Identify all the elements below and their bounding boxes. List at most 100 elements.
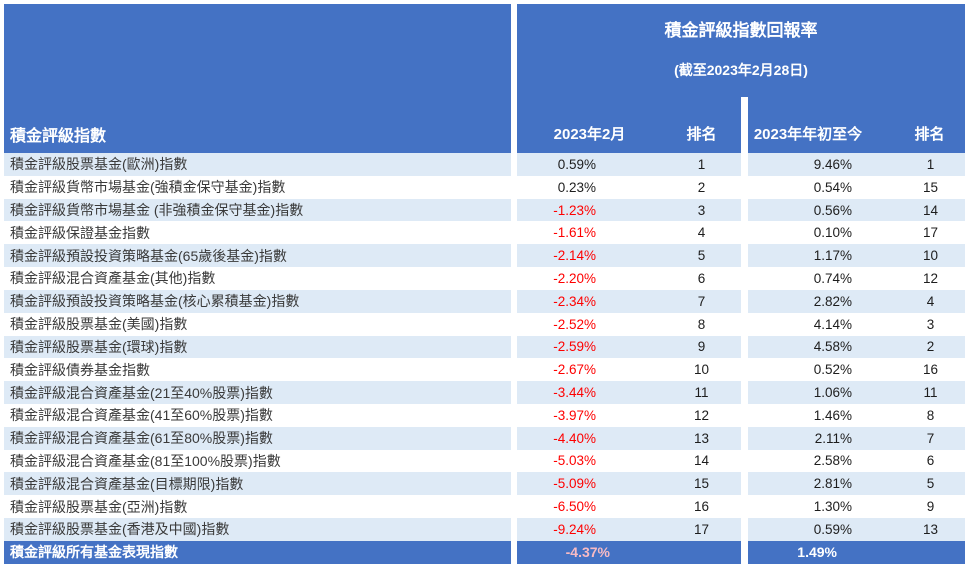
feb-return-cell: -2.14% <box>517 244 662 268</box>
column-gap <box>741 153 748 176</box>
monthly-rank-cell: 2 <box>662 175 741 199</box>
table-row: 積金評級股票基金(歐洲)指數 0.59% 1 9.46% 1 <box>4 153 965 176</box>
feb-return-cell: -2.20% <box>517 267 662 290</box>
monthly-rank-cell: 5 <box>662 244 741 268</box>
fund-name-cell: 積金評級混合資產基金(61至80%股票)指數 <box>4 426 511 450</box>
table-row: 積金評級混合資產基金(目標期限)指數 -5.09% 15 2.81% 5 <box>4 472 965 496</box>
ytd-return-cell: 2.11% <box>748 426 868 450</box>
column-gap <box>511 221 517 245</box>
column-gap <box>741 175 748 199</box>
fund-name-cell: 積金評級股票基金(歐洲)指數 <box>4 153 511 176</box>
feb-return-cell: -2.34% <box>517 289 662 313</box>
monthly-rank-cell: 11 <box>662 381 741 404</box>
feb-return-cell: -2.59% <box>517 335 662 359</box>
ytd-rank-cell: 2 <box>868 335 965 359</box>
ytd-return-cell: 2.82% <box>748 289 868 313</box>
column-gap <box>741 472 748 496</box>
feb-return-cell: 0.59% <box>517 153 662 176</box>
column-gap <box>741 495 748 518</box>
ytd-rank-cell: 8 <box>868 403 965 427</box>
column-gap <box>741 335 748 359</box>
ytd-return-cell: 0.74% <box>748 267 868 290</box>
fund-name-cell: 積金評級混合資產基金(21至40%股票)指數 <box>4 381 511 404</box>
ytd-return-cell: 0.54% <box>748 175 868 199</box>
column-gap <box>741 403 748 427</box>
ytd-return-cell: 4.14% <box>748 312 868 336</box>
column-gap <box>511 289 517 313</box>
table-row: 積金評級保證基金指數 -1.61% 4 0.10% 17 <box>4 221 965 245</box>
monthly-rank-cell: 16 <box>662 495 741 518</box>
ytd-rank-cell: 13 <box>868 518 965 541</box>
column-gap <box>511 540 517 564</box>
monthly-rank-cell: 7 <box>662 289 741 313</box>
column-gap <box>511 153 517 176</box>
summary-row: 積金評級所有基金表現指數 -4.37% 1.49% <box>4 540 965 564</box>
feb-return-cell: -2.67% <box>517 358 662 382</box>
column-header-feb-2023: 2023年2月 <box>517 97 662 153</box>
column-gap <box>741 267 748 290</box>
summary-row-name: 積金評級所有基金表現指數 <box>4 540 511 564</box>
ytd-rank-cell: 15 <box>868 175 965 199</box>
monthly-rank-cell: 1 <box>662 153 741 176</box>
table-body: 積金評級股票基金(歐洲)指數 0.59% 1 9.46% 1 積金評級貨幣市場基金(強積金… <box>4 153 965 541</box>
ytd-return-cell: 2.81% <box>748 472 868 496</box>
ytd-return-cell: 1.30% <box>748 495 868 518</box>
feb-return-cell: -4.40% <box>517 426 662 450</box>
ytd-return-cell: 4.58% <box>748 335 868 359</box>
column-gap <box>511 267 517 290</box>
table-row: 積金評級混合資產基金(81至100%股票)指數 -5.03% 14 2.58% 6 <box>4 449 965 473</box>
table-title-block: 積金評級指數回報率 (截至2023年2月28日) <box>517 4 965 97</box>
column-gap <box>511 426 517 450</box>
column-header-rank-ytd: 排名 <box>868 97 965 153</box>
ytd-rank-cell: 3 <box>868 312 965 336</box>
column-gap <box>511 495 517 518</box>
column-gap <box>511 449 517 473</box>
index-name-column-header: 積金評級指數 <box>4 4 511 153</box>
column-gap <box>741 289 748 313</box>
ytd-rank-cell: 4 <box>868 289 965 313</box>
column-gap <box>741 540 748 564</box>
table-row: 積金評級混合資產基金(41至60%股票)指數 -3.97% 12 1.46% 8 <box>4 403 965 427</box>
monthly-rank-cell: 15 <box>662 472 741 496</box>
ytd-rank-cell: 5 <box>868 472 965 496</box>
fund-name-cell: 積金評級混合資產基金(其他)指數 <box>4 267 511 290</box>
column-gap <box>511 358 517 382</box>
ytd-rank-cell: 14 <box>868 198 965 222</box>
ytd-rank-cell: 12 <box>868 267 965 290</box>
fund-name-cell: 積金評級股票基金(香港及中國)指數 <box>4 518 511 541</box>
ytd-rank-cell: 1 <box>868 153 965 176</box>
table-row: 積金評級預設投資策略基金(核心累積基金)指數 -2.34% 7 2.82% 4 <box>4 289 965 313</box>
monthly-rank-cell: 13 <box>662 426 741 450</box>
column-gap <box>511 312 517 336</box>
table-row: 積金評級股票基金(美國)指數 -2.52% 8 4.14% 3 <box>4 312 965 336</box>
fund-name-cell: 積金評級股票基金(美國)指數 <box>4 312 511 336</box>
summary-ytd-return: 1.49% <box>748 540 965 564</box>
column-gap <box>741 244 748 268</box>
table-row: 積金評級貨幣市場基金 (非強積金保守基金)指數 -1.23% 3 0.56% 14 <box>4 198 965 222</box>
monthly-rank-cell: 4 <box>662 221 741 245</box>
ytd-rank-cell: 7 <box>868 426 965 450</box>
column-gap <box>511 381 517 404</box>
feb-return-cell: -5.03% <box>517 449 662 473</box>
summary-feb-return: -4.37% <box>517 540 741 564</box>
table-row: 積金評級混合資產基金(61至80%股票)指數 -4.40% 13 2.11% 7 <box>4 426 965 450</box>
monthly-rank-cell: 8 <box>662 312 741 336</box>
table-row: 積金評級股票基金(香港及中國)指數 -9.24% 17 0.59% 13 <box>4 518 965 541</box>
fund-name-cell: 積金評級債券基金指數 <box>4 358 511 382</box>
fund-name-cell: 積金評級預設投資策略基金(65歲後基金)指數 <box>4 244 511 268</box>
fund-name-cell: 積金評級股票基金(亞洲)指數 <box>4 495 511 518</box>
ytd-return-cell: 1.46% <box>748 403 868 427</box>
monthly-rank-cell: 6 <box>662 267 741 290</box>
table-row: 積金評級混合資產基金(21至40%股票)指數 -3.44% 11 1.06% 11 <box>4 381 965 404</box>
ytd-rank-cell: 17 <box>868 221 965 245</box>
feb-return-cell: -9.24% <box>517 518 662 541</box>
ytd-rank-cell: 6 <box>868 449 965 473</box>
feb-return-cell: -2.52% <box>517 312 662 336</box>
ytd-return-cell: 2.58% <box>748 449 868 473</box>
column-gap <box>741 312 748 336</box>
fund-name-cell: 積金評級股票基金(環球)指數 <box>4 335 511 359</box>
fund-name-cell: 積金評級混合資產基金(目標期限)指數 <box>4 472 511 496</box>
column-gap <box>741 198 748 222</box>
column-gap <box>741 221 748 245</box>
table-title: 積金評級指數回報率 <box>664 21 818 40</box>
